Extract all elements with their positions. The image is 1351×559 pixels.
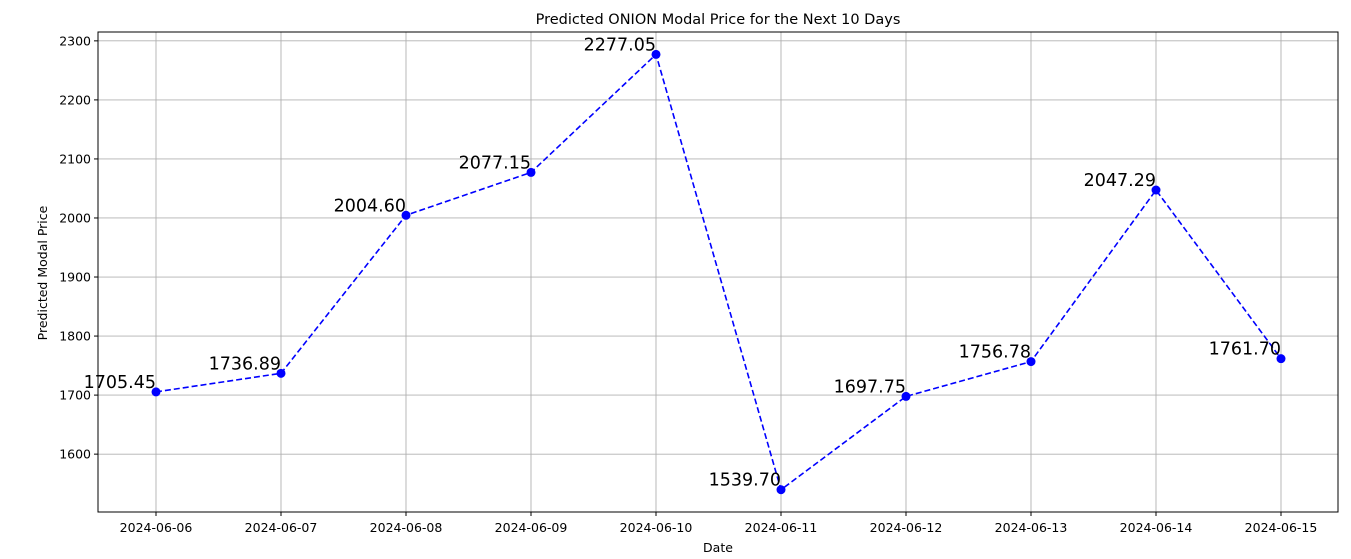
series-line — [155, 52, 1282, 492]
data-point — [1026, 357, 1036, 367]
data-point — [901, 391, 911, 401]
x-tick-label: 2024-06-14 — [1120, 520, 1193, 535]
x-tick-label: 2024-06-11 — [745, 520, 818, 535]
data-point — [776, 485, 786, 495]
y-axis-ticks: 1600 1700 1800 1900 2000 2100 2200 2300 — [59, 33, 98, 462]
x-tick-label: 2024-06-08 — [370, 520, 443, 535]
x-tick-label: 2024-06-12 — [870, 520, 943, 535]
data-label: 1736.89 — [209, 354, 281, 374]
data-label: 2047.29 — [1084, 171, 1156, 191]
x-tick-label: 2024-06-13 — [995, 520, 1068, 535]
data-label: 1705.45 — [84, 373, 156, 393]
x-axis-ticks: 2024-06-06 2024-06-07 2024-06-08 2024-06-09… — [120, 512, 1318, 535]
data-label: 2077.15 — [459, 153, 531, 173]
x-tick-label: 2024-06-07 — [245, 520, 318, 535]
data-label: 2277.05 — [584, 35, 656, 55]
x-tick-label: 2024-06-09 — [495, 520, 568, 535]
y-axis-label: Predicted Modal Price — [35, 205, 50, 340]
x-axis-label: Date — [703, 540, 733, 555]
x-tick-label: 2024-06-15 — [1245, 520, 1318, 535]
data-label: 2004.60 — [334, 196, 406, 216]
x-tick-label: 2024-06-06 — [120, 520, 193, 535]
y-tick-label: 2200 — [59, 92, 91, 107]
data-point — [276, 368, 286, 378]
data-labels: 1705.45 1736.89 2004.60 2077.15 2277.05 1539.… — [84, 35, 1281, 490]
y-tick-label: 1800 — [59, 329, 91, 344]
data-series — [151, 49, 1286, 495]
chart-title: Predicted ONION Modal Price for the Next… — [536, 12, 901, 28]
y-tick-label: 1700 — [59, 388, 91, 403]
y-tick-label: 1900 — [59, 270, 91, 285]
x-tick-label: 2024-06-10 — [620, 520, 693, 535]
data-label: 1697.75 — [834, 377, 906, 397]
y-tick-label: 2300 — [59, 33, 91, 48]
data-label: 1756.78 — [959, 343, 1031, 363]
data-point — [151, 387, 161, 397]
data-label: 1539.70 — [709, 471, 781, 491]
grid-lines — [98, 32, 1338, 512]
data-label: 1761.70 — [1209, 340, 1281, 360]
y-tick-label: 2100 — [59, 151, 91, 166]
y-tick-label: 1600 — [59, 447, 91, 462]
data-point — [651, 49, 661, 59]
data-point — [401, 210, 411, 220]
plot-frame — [97, 31, 1339, 513]
data-point — [1276, 354, 1286, 364]
data-point — [526, 167, 536, 177]
data-point — [1151, 185, 1161, 195]
y-tick-label: 2000 — [59, 210, 91, 225]
